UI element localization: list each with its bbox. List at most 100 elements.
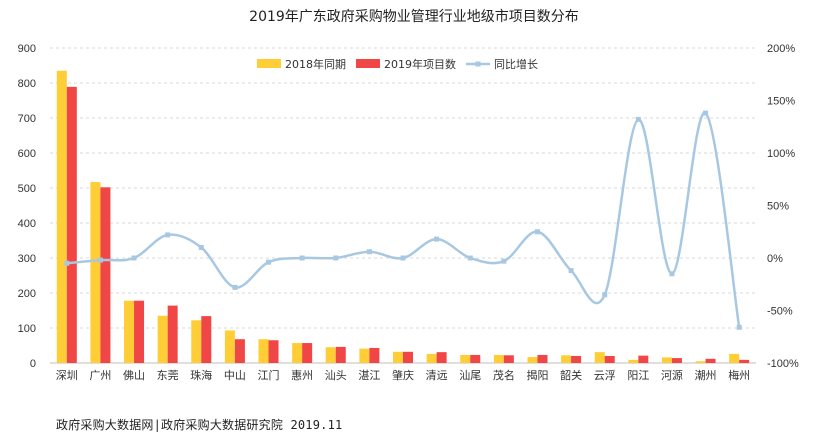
x-tick-label: 湛江 bbox=[358, 369, 380, 382]
x-tick-label: 揭阳 bbox=[526, 368, 548, 382]
bar-2019 bbox=[537, 354, 548, 363]
y-right-tick-label: 0% bbox=[767, 253, 783, 265]
bar-2019 bbox=[234, 339, 245, 363]
y-right-tick-label: 200% bbox=[767, 43, 795, 55]
growth-point bbox=[568, 268, 574, 274]
growth-point bbox=[97, 257, 103, 263]
growth-point bbox=[165, 232, 171, 238]
y-left-tick-label: 300 bbox=[18, 253, 36, 265]
x-tick-label: 云浮 bbox=[594, 369, 616, 382]
chart-title: 2019年广东政府采购物业管理行业地级市项目数分布 bbox=[249, 8, 579, 25]
bar-2018 bbox=[426, 353, 437, 363]
bar-2018 bbox=[628, 359, 639, 363]
x-tick-label: 潮州 bbox=[695, 368, 717, 382]
bar-2019 bbox=[66, 86, 77, 363]
y-right-tick-label: 150% bbox=[767, 96, 795, 108]
bar-2019 bbox=[671, 358, 682, 363]
bar-2018 bbox=[90, 182, 101, 363]
legend-label-2019: 2019年项目数 bbox=[384, 57, 456, 71]
bar-2019 bbox=[436, 352, 447, 363]
bar-2019 bbox=[604, 356, 615, 363]
y-left-tick-label: 900 bbox=[18, 43, 36, 55]
bar-2018 bbox=[594, 352, 605, 363]
growth-point bbox=[703, 110, 709, 116]
bar-2018 bbox=[695, 361, 706, 363]
legend-swatch-2018 bbox=[257, 59, 281, 68]
y-right-tick-label: -100% bbox=[767, 358, 799, 370]
x-tick-label: 清远 bbox=[426, 369, 448, 382]
x-tick-label: 广州 bbox=[89, 369, 111, 382]
x-tick-label: 茂名 bbox=[493, 368, 515, 382]
bar-2019 bbox=[403, 351, 413, 363]
bar-2018 bbox=[460, 354, 471, 363]
y-left-tick-label: 600 bbox=[18, 148, 36, 160]
bar-2018 bbox=[157, 315, 168, 363]
bar-2018 bbox=[258, 339, 269, 363]
bar-2019 bbox=[268, 340, 279, 363]
bar-2019 bbox=[302, 343, 313, 363]
bar-2018 bbox=[191, 320, 202, 363]
x-tick-label: 佛山 bbox=[123, 369, 145, 382]
bar-2019 bbox=[739, 359, 750, 363]
bar-2019 bbox=[503, 355, 514, 363]
bar-2018 bbox=[224, 330, 235, 363]
y-right-tick-label: -50% bbox=[767, 306, 793, 318]
growth-point bbox=[635, 116, 641, 122]
bar-2019 bbox=[369, 347, 380, 363]
growth-point bbox=[299, 255, 305, 261]
bar-2019 bbox=[100, 187, 111, 363]
y-left-tick-label: 800 bbox=[18, 78, 36, 90]
growth-point bbox=[198, 245, 204, 250]
bar-2018 bbox=[56, 70, 67, 363]
bar-2019 bbox=[134, 300, 145, 363]
x-tick-label: 东莞 bbox=[157, 369, 179, 382]
y-left-tick-label: 400 bbox=[18, 218, 36, 230]
x-tick-label: 中山 bbox=[224, 369, 246, 382]
growth-point bbox=[266, 259, 272, 265]
y-left-tick-label: 500 bbox=[18, 183, 36, 195]
x-tick-label: 河源 bbox=[661, 368, 683, 382]
bar-2018 bbox=[292, 343, 303, 363]
bar-2018 bbox=[729, 353, 740, 363]
x-tick-label: 江门 bbox=[258, 368, 280, 382]
legend-marker-growth bbox=[475, 61, 481, 67]
x-tick-label: 深圳 bbox=[56, 369, 78, 382]
growth-point bbox=[400, 255, 406, 261]
legend-swatch-2019 bbox=[356, 59, 380, 68]
x-tick-label: 肇庆 bbox=[392, 368, 414, 382]
bar-2019 bbox=[201, 316, 212, 363]
growth-point bbox=[602, 292, 608, 298]
bar-2019 bbox=[167, 305, 178, 363]
y-left-tick-label: 200 bbox=[18, 288, 36, 300]
x-tick-label: 汕尾 bbox=[459, 369, 481, 382]
growth-point bbox=[64, 260, 70, 266]
legend-label-growth: 同比增长 bbox=[494, 57, 538, 71]
growth-point bbox=[736, 324, 742, 330]
bar-2018 bbox=[325, 347, 336, 363]
y-left-tick-label: 700 bbox=[18, 113, 36, 125]
bar-2019 bbox=[705, 358, 716, 363]
y-left-tick-label: 0 bbox=[30, 358, 36, 370]
bar-2019 bbox=[638, 355, 649, 363]
growth-point bbox=[501, 258, 507, 264]
bar-2018 bbox=[393, 351, 403, 363]
growth-point bbox=[131, 255, 137, 261]
growth-point bbox=[366, 249, 372, 255]
footer-source-text: 政府采购大数据网|政府采购大数据研究院 2019.11 bbox=[56, 418, 343, 432]
y-right-tick-label: 100% bbox=[767, 148, 795, 160]
legend-label-2018: 2018年同期 bbox=[285, 57, 346, 71]
bar-2018 bbox=[493, 354, 504, 363]
x-tick-label: 惠州 bbox=[291, 368, 313, 382]
growth-point bbox=[669, 271, 675, 277]
growth-point bbox=[434, 236, 440, 242]
x-tick-label: 韶关 bbox=[560, 368, 582, 382]
x-tick-label: 珠海 bbox=[190, 368, 212, 382]
growth-point bbox=[534, 229, 540, 235]
growth-line bbox=[66, 111, 741, 328]
bar-2018 bbox=[561, 355, 572, 363]
y-right-tick-label: 50% bbox=[767, 201, 789, 213]
x-tick-label: 阳江 bbox=[627, 369, 649, 382]
x-tick-label: 汕头 bbox=[325, 369, 347, 382]
